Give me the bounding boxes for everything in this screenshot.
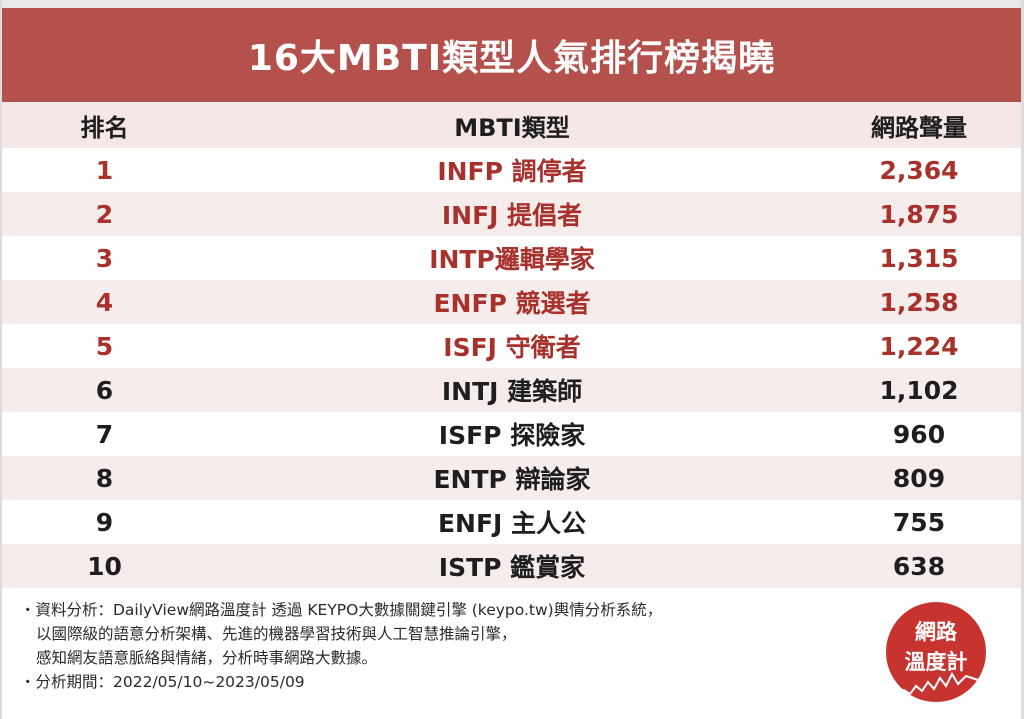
rank-cell: 10 [87, 551, 122, 581]
rank-cell: 7 [95, 419, 114, 449]
table-row: 9 ENFJ 主人公 755 [2, 500, 1021, 544]
rank-cell: 2 [95, 199, 114, 229]
type-cell: ENFP 競選者 [433, 289, 591, 318]
ranking-table: 排名 MBTI類型 網路聲量 1 INFP 調停者 2,364 2 INFJ 提… [2, 102, 1021, 588]
volume-cell: 755 [892, 507, 946, 537]
page-title: 16大MBTI類型人氣排行榜揭曉 [247, 38, 776, 79]
type-cell: INTP邏輯學家 [429, 245, 595, 274]
table-row: 8 ENTP 辯論家 809 [2, 456, 1021, 500]
type-cell: ENTP 辯論家 [433, 465, 591, 494]
type-cell: ENFJ 主人公 [437, 509, 587, 538]
rank-cell: 9 [95, 507, 114, 537]
table-row: 1 INFP 調停者 2,364 [2, 148, 1021, 192]
source-note-line: 感知網友語意脈絡與情緒，分析時事網路大數據。 [36, 649, 378, 667]
volume-cell: 1,102 [879, 375, 959, 405]
rank-cell: 4 [95, 287, 114, 317]
analysis-period: ・分析期間：2022/05/10~2023/05/09 [20, 673, 305, 691]
volume-cell: 2,364 [879, 155, 959, 185]
volume-cell: 1,258 [879, 287, 959, 317]
table-row: 10 ISTP 鑑賞家 638 [2, 544, 1021, 588]
table-row: 3 INTP邏輯學家 1,315 [2, 236, 1021, 280]
table-row: 2 INFJ 提倡者 1,875 [2, 192, 1021, 236]
pulse-line-icon [893, 671, 979, 696]
table-header: 排名 MBTI類型 網路聲量 [2, 102, 1021, 148]
header-volume: 網路聲量 [871, 113, 967, 142]
source-note-line: 以國際級的語意分析架構、先進的機器學習技術與人工智慧推論引擎， [36, 625, 517, 643]
title-bar: 16大MBTI類型人氣排行榜揭曉 [2, 8, 1021, 102]
rank-cell: 5 [95, 331, 114, 361]
table-row: 5 ISFJ 守衛者 1,224 [2, 324, 1021, 368]
type-cell: ISFJ 守衛者 [443, 333, 581, 362]
type-cell: INFP 調停者 [437, 157, 587, 186]
table-row: 4 ENFP 競選者 1,258 [2, 280, 1021, 324]
rank-cell: 1 [95, 155, 114, 185]
dailyview-logo: 網路 溫度計 [886, 602, 986, 702]
type-cell: INTJ 建築師 [441, 377, 583, 406]
volume-cell: 1,315 [879, 243, 959, 273]
source-notes: ・資料分析：DailyView網路溫度計 透過 KEYPO大數據關鍵引擎 (ke… [20, 598, 880, 694]
header-rank: 排名 [80, 113, 129, 142]
rank-cell: 8 [95, 463, 114, 493]
table-row: 6 INTJ 建築師 1,102 [2, 368, 1021, 412]
volume-cell: 809 [892, 463, 946, 493]
logo-text-line1: 網路 [915, 620, 957, 644]
type-cell: ISTP 鑑賞家 [438, 553, 586, 582]
rank-cell: 6 [95, 375, 114, 405]
volume-cell: 1,875 [879, 199, 959, 229]
volume-cell: 638 [892, 551, 946, 581]
source-note-line: ・資料分析：DailyView網路溫度計 透過 KEYPO大數據關鍵引擎 (ke… [20, 601, 663, 619]
volume-cell: 1,224 [879, 331, 959, 361]
top-strip [2, 0, 1021, 8]
rank-cell: 3 [95, 243, 114, 273]
table-row: 7 ISFP 探險家 960 [2, 412, 1021, 456]
header-type: MBTI類型 [454, 113, 570, 142]
volume-cell: 960 [892, 419, 946, 449]
type-cell: INFJ 提倡者 [441, 201, 583, 230]
type-cell: ISFP 探險家 [438, 421, 586, 450]
logo-text-line2: 溫度計 [904, 650, 968, 674]
